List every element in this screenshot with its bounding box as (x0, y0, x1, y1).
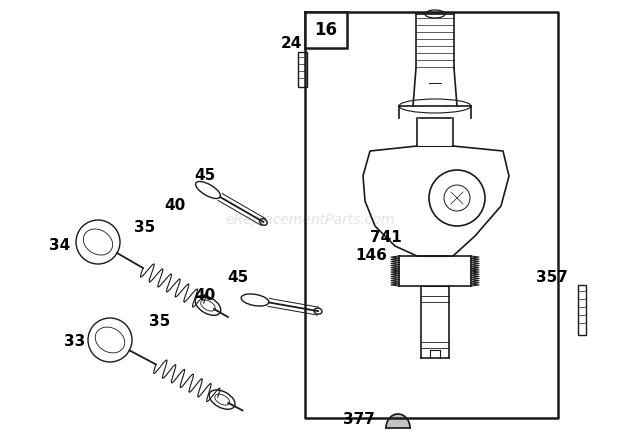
Text: 377: 377 (343, 413, 375, 428)
Text: 24: 24 (281, 36, 302, 50)
Text: 146: 146 (355, 248, 387, 263)
Text: 40: 40 (164, 198, 185, 212)
Bar (578, 285, 586, 335)
Text: 33: 33 (64, 334, 86, 350)
Polygon shape (386, 414, 410, 428)
Text: 16: 16 (314, 21, 337, 39)
Text: 34: 34 (50, 238, 71, 252)
Text: 35: 35 (135, 220, 156, 235)
Text: eReplacementParts.com: eReplacementParts.com (225, 213, 395, 227)
Text: 45: 45 (195, 168, 216, 182)
Text: 357: 357 (536, 271, 568, 285)
Text: 35: 35 (149, 314, 170, 330)
Bar (298, 52, 307, 87)
Bar (305, 12, 347, 48)
Text: 45: 45 (228, 271, 249, 285)
Text: 741: 741 (370, 230, 402, 244)
Text: 40: 40 (195, 288, 216, 302)
